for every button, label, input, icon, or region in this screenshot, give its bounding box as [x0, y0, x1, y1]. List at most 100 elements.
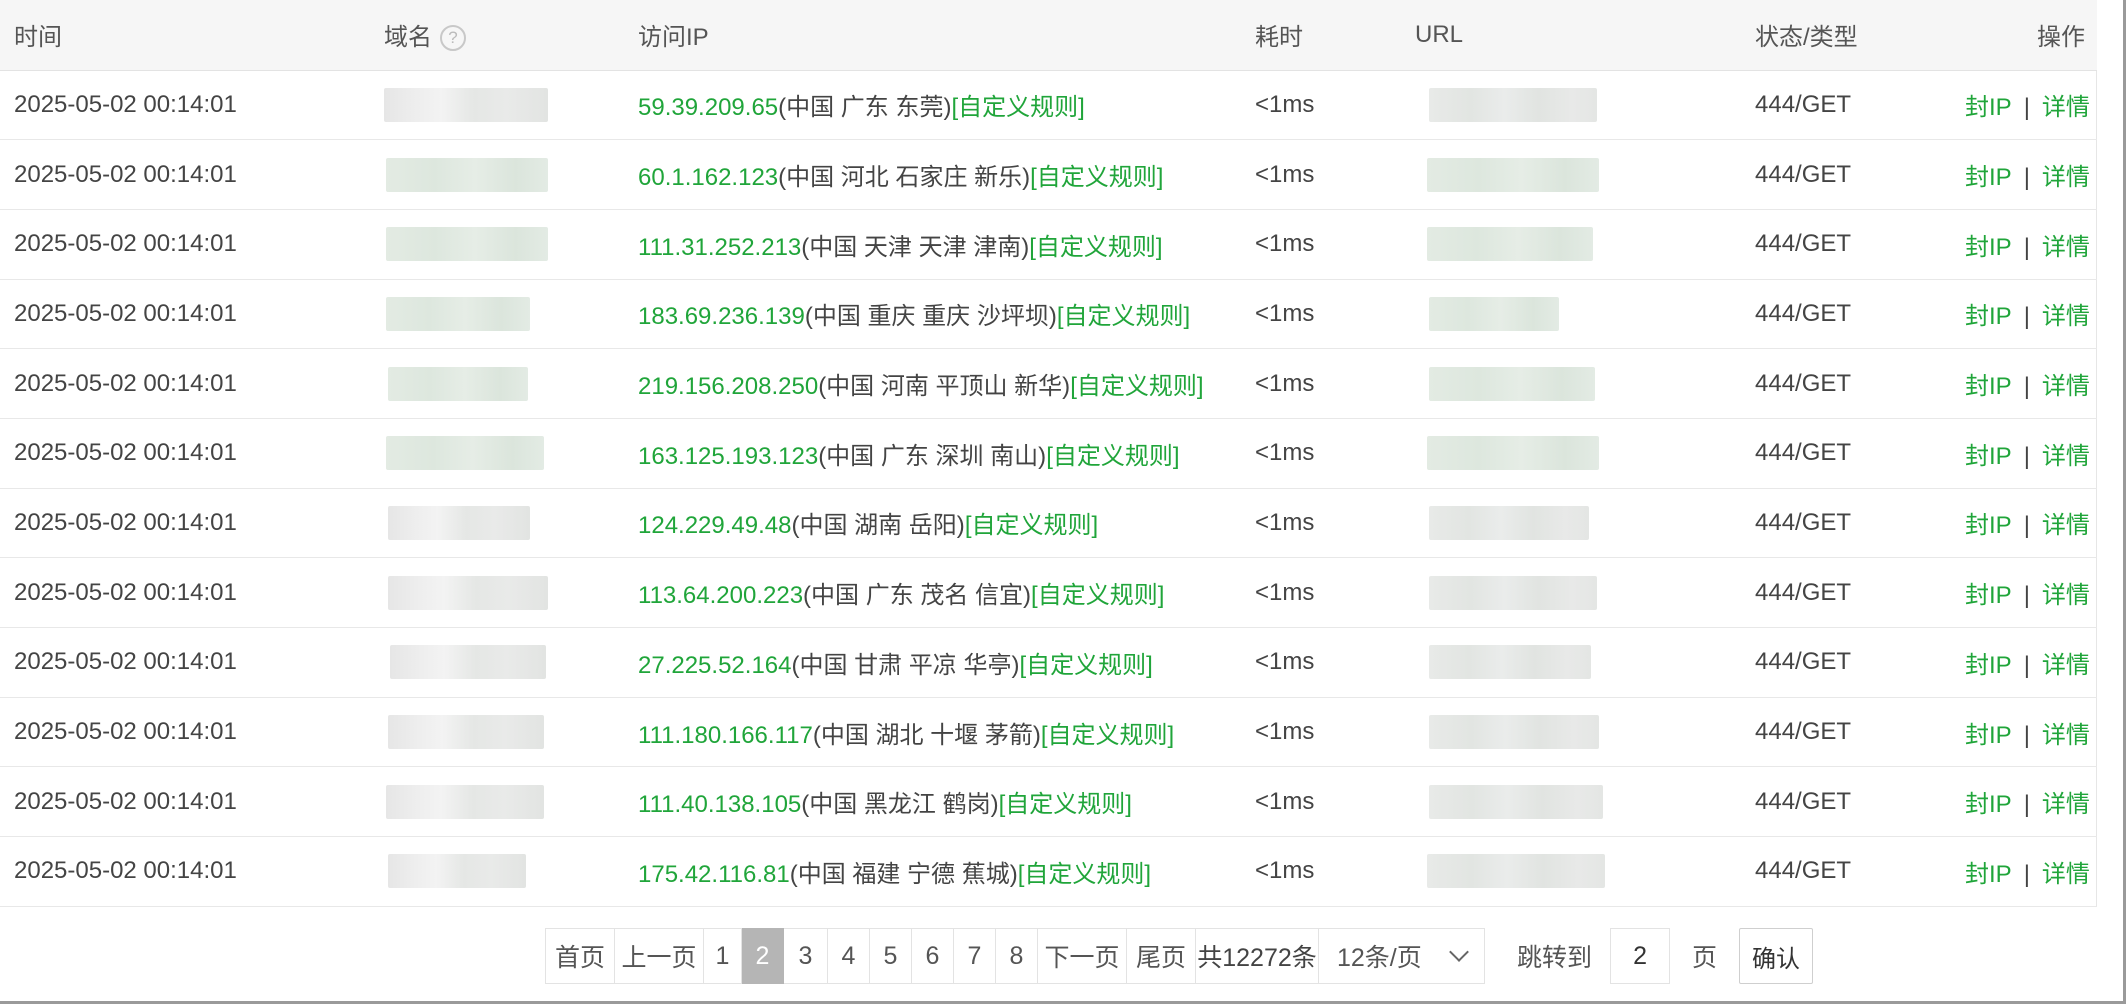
page-7-button[interactable]: 7 [954, 928, 996, 984]
detail-link[interactable]: 详情 [2041, 582, 2090, 610]
redacted-domain [386, 296, 530, 331]
rule-tag[interactable]: [自定义规则] [1017, 860, 1152, 888]
block-ip-link[interactable]: 封IP [1965, 373, 2012, 401]
question-circle-icon[interactable]: ? [440, 25, 466, 52]
per-page-select[interactable]: 12条/页 [1319, 928, 1485, 984]
ip-link[interactable]: 59.39.209.65 [638, 94, 779, 122]
ip-link[interactable]: 163.125.193.123 [638, 442, 819, 470]
jump-page-input[interactable]: 2 [1610, 928, 1671, 984]
page-5-button[interactable]: 5 [870, 928, 912, 984]
cell-duration: <1ms [1241, 766, 1401, 838]
redacted-url [1427, 157, 1599, 192]
ip-location: (中国 湖南 岳阳) [791, 512, 965, 540]
cell-time: 2025-05-02 00:14:01 [0, 70, 370, 141]
block-ip-link[interactable]: 封IP [1965, 442, 2012, 470]
ip-link[interactable]: 113.64.200.223 [638, 582, 804, 610]
redacted-url [1429, 366, 1595, 401]
redacted-url [1429, 296, 1559, 331]
page-4-button[interactable]: 4 [828, 928, 870, 984]
redacted-url [1429, 87, 1597, 122]
block-ip-link[interactable]: 封IP [1965, 721, 2012, 749]
ip-link[interactable]: 219.156.208.250 [638, 373, 819, 401]
detail-link[interactable]: 详情 [2041, 373, 2090, 401]
rule-tag[interactable]: [自定义规则] [1056, 303, 1191, 331]
cell-time: 2025-05-02 00:14:01 [0, 418, 370, 489]
detail-link[interactable]: 详情 [2041, 512, 2090, 540]
cell-status: 444/GET [1741, 70, 1951, 141]
block-ip-link[interactable]: 封IP [1965, 512, 2012, 540]
redacted-url [1427, 227, 1593, 262]
cell-url [1401, 836, 1741, 907]
page-prev-button[interactable]: 上一页 [615, 928, 704, 984]
page-2-button-current[interactable]: 2 [742, 928, 784, 984]
rule-tag[interactable]: [自定义规则] [964, 512, 1099, 540]
cell-duration: <1ms [1241, 348, 1401, 419]
detail-link[interactable]: 详情 [2041, 164, 2090, 192]
cell-domain [370, 70, 624, 141]
rule-tag[interactable]: [自定义规则] [1046, 442, 1180, 470]
rule-tag[interactable]: [自定义规则] [1031, 582, 1165, 610]
block-ip-link[interactable]: 封IP [1965, 303, 2012, 331]
block-ip-link[interactable]: 封IP [1965, 233, 2012, 261]
cell-domain [370, 766, 624, 838]
cell-ip: 124.229.49.48(中国 湖南 岳阳)[自定义规则] [624, 488, 1241, 559]
block-ip-link[interactable]: 封IP [1965, 860, 2012, 888]
rule-tag[interactable]: [自定义规则] [1029, 233, 1163, 261]
cell-action: 封IP | 详情 [1951, 139, 2097, 210]
cell-action: 封IP | 详情 [1951, 488, 2097, 559]
page-8-button[interactable]: 8 [996, 928, 1038, 984]
page-6-button[interactable]: 6 [912, 928, 954, 984]
ip-link[interactable]: 111.40.138.105 [638, 791, 802, 819]
table-row: 2025-05-02 00:14:01 124.229.49.48(中国 湖南 … [0, 488, 2097, 559]
table-row: 2025-05-02 00:14:01 27.225.52.164(中国 甘肃 … [0, 627, 2097, 698]
cell-domain [370, 697, 624, 768]
cell-ip: 183.69.236.139(中国 重庆 重庆 沙坪坝)[自定义规则] [624, 279, 1241, 350]
detail-link[interactable]: 详情 [2041, 233, 2090, 261]
detail-link[interactable]: 详情 [2041, 791, 2090, 819]
table-row: 2025-05-02 00:14:01 59.39.209.65(中国 广东 东… [0, 70, 2097, 141]
detail-link[interactable]: 详情 [2041, 303, 2090, 331]
page-last-button[interactable]: 尾页 [1127, 928, 1196, 984]
cell-time: 2025-05-02 00:14:01 [0, 627, 370, 698]
ip-link[interactable]: 111.31.252.213 [638, 233, 802, 261]
detail-link[interactable]: 详情 [2041, 94, 2090, 122]
action-separator: | [2023, 651, 2030, 679]
rule-tag[interactable]: [自定义规则] [1040, 721, 1175, 749]
page-3-button[interactable]: 3 [784, 928, 828, 984]
rule-tag[interactable]: [自定义规则] [1070, 373, 1204, 401]
block-ip-link[interactable]: 封IP [1965, 651, 2012, 679]
block-ip-link[interactable]: 封IP [1965, 791, 2012, 819]
chevron-down-icon [1449, 942, 1469, 962]
ip-link[interactable]: 111.180.166.117 [638, 721, 813, 749]
rule-tag[interactable]: [自定义规则] [998, 791, 1132, 819]
jump-unit-label: 页 [1692, 944, 1718, 972]
redacted-url [1429, 505, 1589, 540]
ip-link[interactable]: 183.69.236.139 [638, 303, 805, 331]
block-ip-link[interactable]: 封IP [1965, 164, 2012, 192]
cell-domain [370, 836, 624, 907]
cell-status: 444/GET [1741, 766, 1951, 838]
rule-tag[interactable]: [自定义规则] [951, 94, 1085, 122]
page-1-button[interactable]: 1 [704, 928, 742, 984]
detail-link[interactable]: 详情 [2041, 860, 2090, 888]
ip-link[interactable]: 60.1.162.123 [638, 164, 779, 192]
ip-link[interactable]: 175.42.116.81 [638, 860, 790, 888]
jump-confirm-button[interactable]: 确认 [1739, 928, 1814, 984]
block-ip-link[interactable]: 封IP [1965, 94, 2012, 122]
ip-link[interactable]: 27.225.52.164 [638, 651, 792, 679]
cell-duration: <1ms [1241, 139, 1401, 210]
redacted-domain [386, 227, 548, 262]
page-next-button[interactable]: 下一页 [1038, 928, 1127, 984]
rule-tag[interactable]: [自定义规则] [1019, 651, 1153, 679]
page-first-button[interactable]: 首页 [545, 928, 615, 984]
table-row: 2025-05-02 00:14:01 60.1.162.123(中国 河北 石… [0, 139, 2097, 210]
block-ip-link[interactable]: 封IP [1965, 582, 2012, 610]
rule-tag[interactable]: [自定义规则] [1030, 164, 1164, 192]
redacted-domain [388, 575, 548, 610]
detail-link[interactable]: 详情 [2041, 721, 2090, 749]
detail-link[interactable]: 详情 [2041, 651, 2090, 679]
detail-link[interactable]: 详情 [2041, 442, 2090, 470]
table-row: 2025-05-02 00:14:01 183.69.236.139(中国 重庆… [0, 279, 2097, 350]
table-row: 2025-05-02 00:14:01 111.40.138.105(中国 黑龙… [0, 766, 2097, 838]
ip-link[interactable]: 124.229.49.48 [638, 512, 792, 540]
